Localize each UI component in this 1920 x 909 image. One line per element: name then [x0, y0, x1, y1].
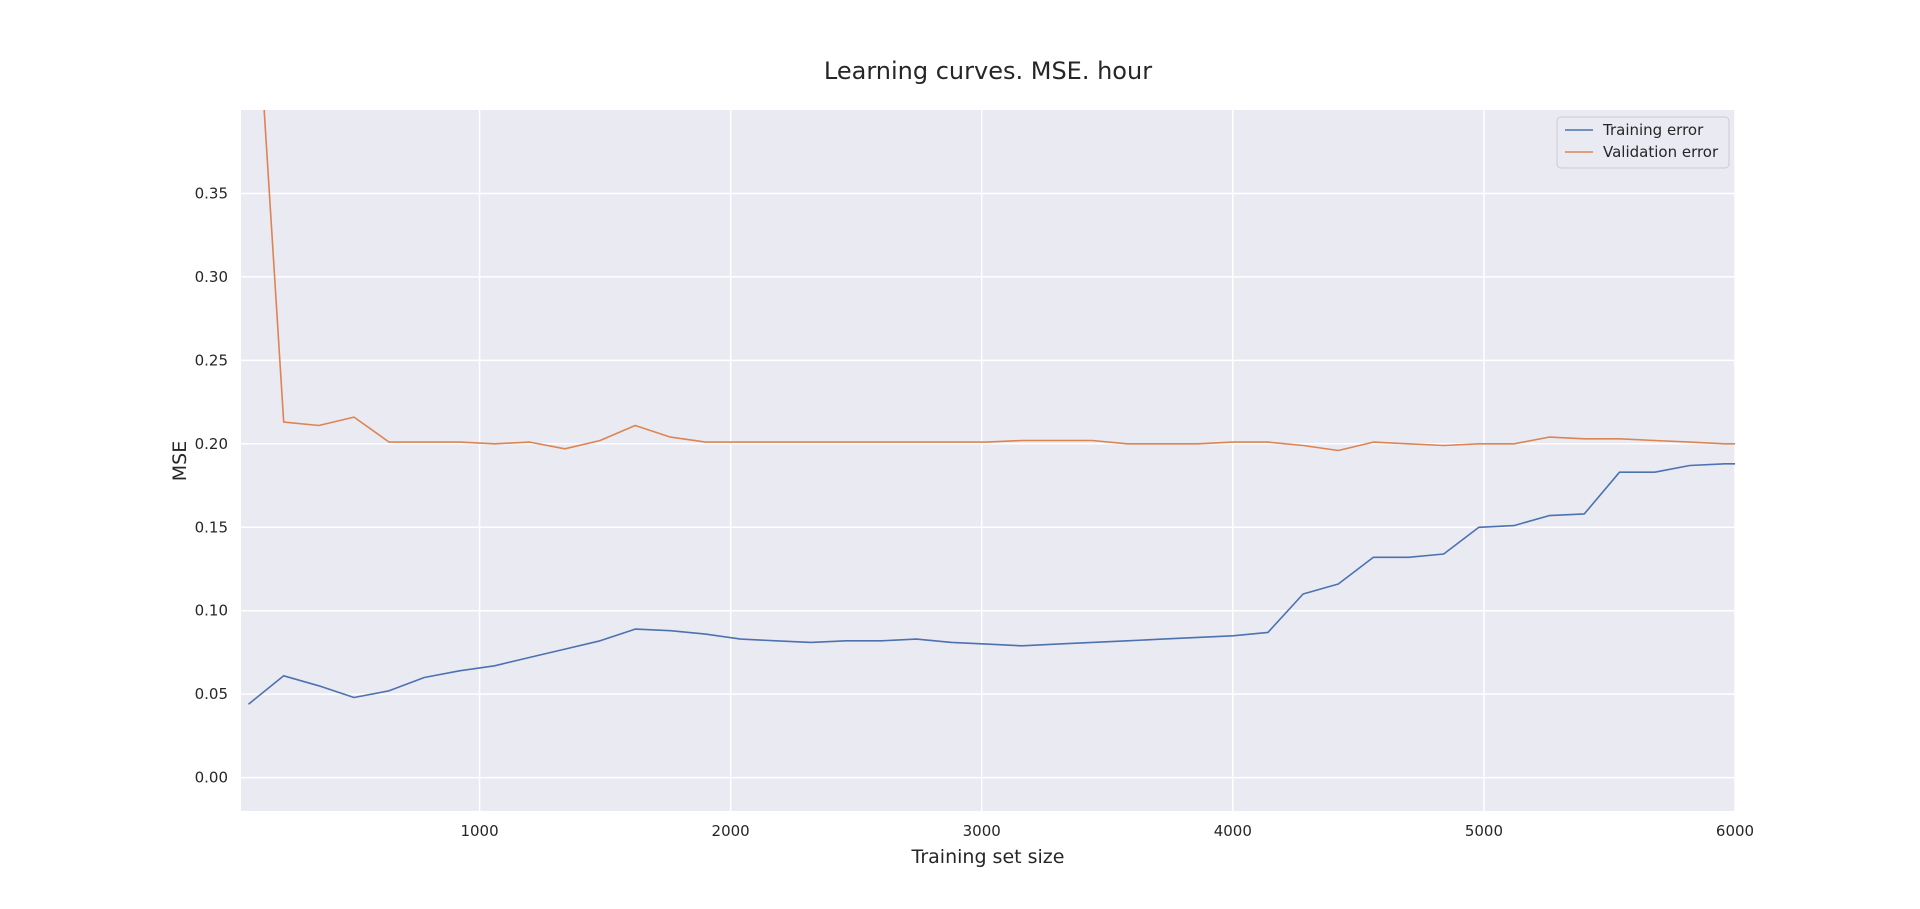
- legend: Training error Validation error: [1556, 116, 1730, 169]
- series-line-training-error: [247, 462, 1735, 705]
- tick-labels: 1000 2000 3000 4000 5000 6000 0.00 0.05 0.10 0.15…: [195, 184, 1755, 840]
- series-line-validation-error: [263, 110, 1735, 452]
- y-tick-label: 0.15: [195, 518, 228, 536]
- x-tick-label: 1000: [460, 822, 498, 840]
- y-tick-label: 0.30: [195, 268, 228, 286]
- x-tick-label: 5000: [1465, 822, 1503, 840]
- x-tick-label: 4000: [1214, 822, 1252, 840]
- y-tick-label: 0.25: [195, 351, 228, 369]
- x-tick-label: 6000: [1716, 822, 1754, 840]
- y-tick-label: 0.00: [195, 769, 228, 787]
- legend-label-validation: Validation error: [1603, 143, 1719, 161]
- legend-label-training: Training error: [1602, 121, 1704, 139]
- x-axis-label: Training set size: [911, 846, 1065, 868]
- y-tick-label: 0.10: [195, 602, 228, 620]
- y-tick-label: 0.35: [195, 184, 228, 202]
- series-lines: [247, 110, 1735, 705]
- chart-title: Learning curves. MSE. hour: [824, 57, 1152, 85]
- x-tick-label: 3000: [963, 822, 1001, 840]
- plot-area: [241, 110, 1735, 811]
- y-tick-label: 0.05: [195, 685, 228, 703]
- y-axis-label: MSE: [169, 441, 191, 481]
- y-tick-label: 0.20: [195, 435, 228, 453]
- x-tick-label: 2000: [712, 822, 750, 840]
- legend-box: [1556, 116, 1730, 169]
